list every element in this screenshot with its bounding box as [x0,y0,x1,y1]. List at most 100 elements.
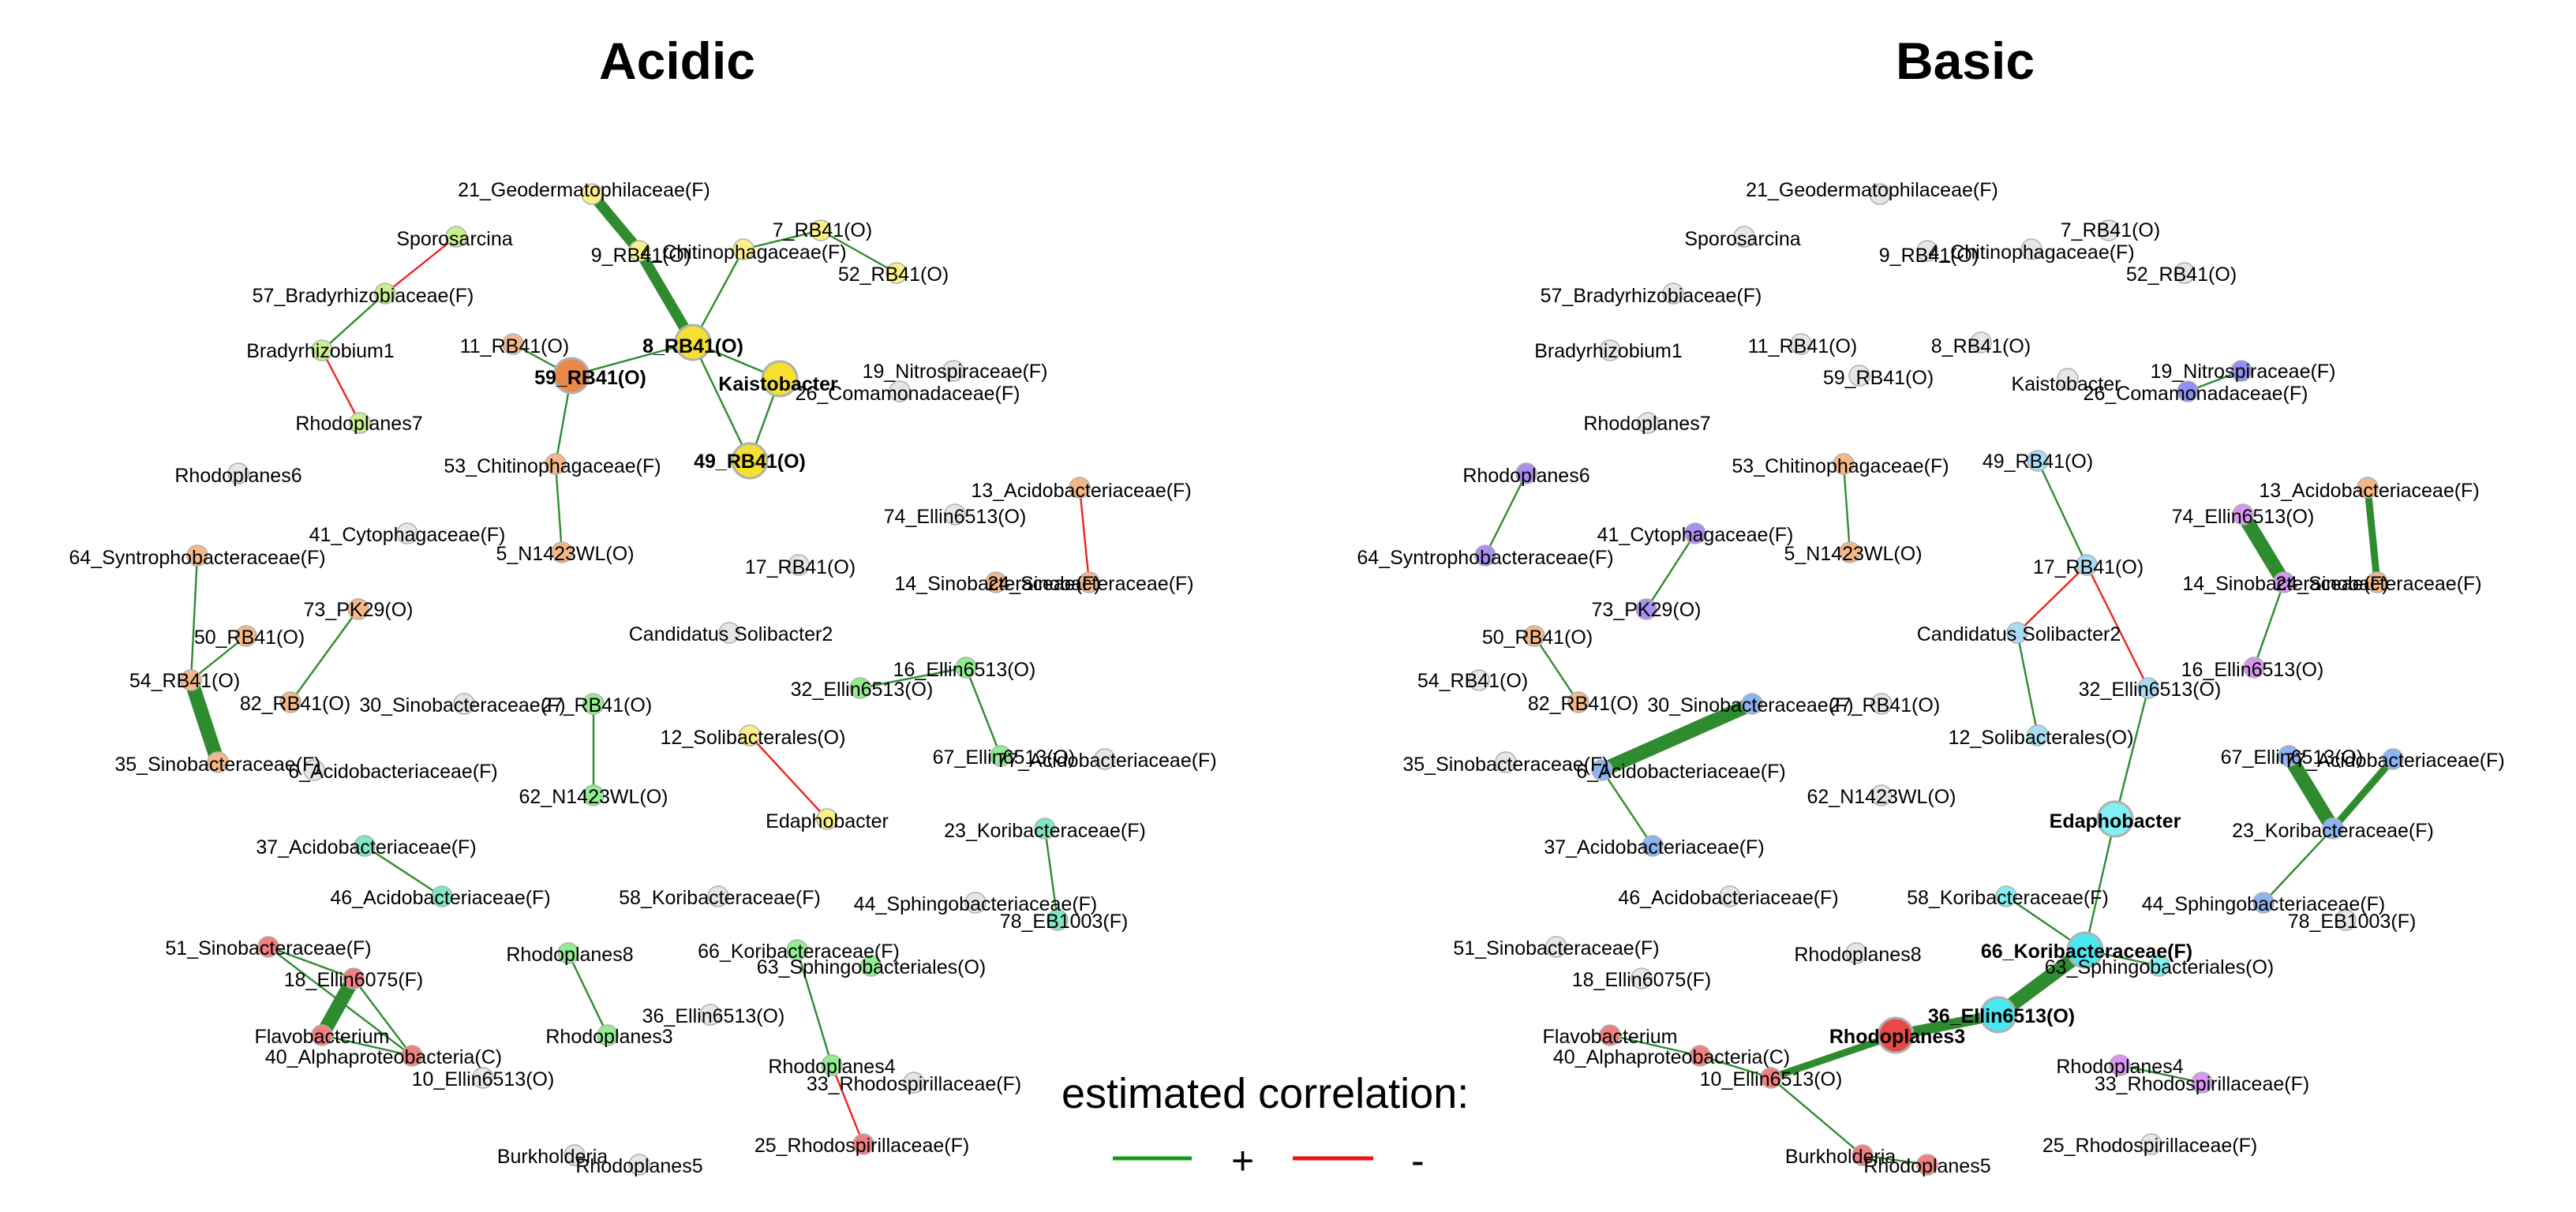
acidic-edge-n7-n52 [820,229,897,275]
acidic-edge-fla-n40 [321,1034,413,1057]
acidic-node-label-n59: 59_RB41(O) [534,367,646,389]
basic-node-label-bur: Burkholderia [1785,1146,1896,1168]
acidic-node-n64 [186,544,208,567]
acidic-node-label-n64: 64_Syntrophobacteraceae(F) [69,547,325,569]
acidic-node-rp6 [227,462,249,484]
acidic-node-label-n57: 57_Bradyrhizobiaceae(F) [253,285,474,307]
acidic-edge-n23-n78 [1043,828,1059,921]
basic-labels: 21_Geodermatophilaceae(F) Sporosarcina 7_R… [1357,179,2504,1177]
acidic-edge-n16-n67 [964,667,1002,757]
acidic-node-n16 [955,656,977,679]
acidic-node-label-n66: 66_Koribacteraceae(F) [698,941,900,963]
acidic-node-label-n36: 36_Ellin6513(O) [642,1005,785,1027]
basic-node-label-n25: 25_Rhodospirillaceae(F) [2042,1135,2257,1157]
acidic-node-n12 [739,724,761,746]
basic-node-label-rp6: Rhodoplanes6 [1462,465,1589,487]
acidic-node-n18 [343,967,365,989]
acidic-node-n7 [810,219,832,241]
basic-edge-n17-cs2 [2016,564,2087,634]
acidic-edge-n51-n40 [268,946,413,1057]
basic-node-label-n52: 52_RB41(O) [2126,264,2237,286]
acidic-node-bra [311,339,333,361]
acidic-node-n30 [453,693,475,715]
acidic-edge-n73-n82 [290,608,359,703]
basic-node-label-n74: 74_Ellin6513(O) [2172,506,2315,528]
basic-node-label-rp8: Rhodoplanes8 [1794,944,1921,966]
basic-node-n9 [1916,240,1938,262]
acidic-node-label-n7: 7_RB41(O) [773,219,872,241]
basic-node-label-rp4: Rhodoplanes4 [2056,1056,2183,1078]
acidic-node-label-n78: 78_EB1003(F) [1000,911,1129,933]
basic-node-label-rp3: Rhodoplanes3 [1829,1026,1965,1048]
basic-node-n8 [1970,331,1992,354]
basic-node-label-n37: 37_Acidobacteriaceae(F) [1544,836,1764,858]
acidic-edge-bra-rp7 [320,350,361,424]
acidic-edge-n50-n54 [190,635,247,681]
acidic-edge-n54-n35 [184,678,225,765]
acidic-node-n21 [581,183,603,205]
basic-node-label-n26: 26_Comamonadaceae(F) [2084,383,2308,405]
basic-node-n53 [1833,453,1855,475]
basic-edge-n30-n6 [1599,697,1755,777]
acidic-node-n62 [582,784,605,806]
basic-node-label-n23: 23_Koribacteraceae(F) [2232,820,2434,842]
acidic-node-n78 [1046,909,1069,931]
acidic-node-label-rp4: Rhodoplanes4 [768,1056,895,1078]
basic-node-label-n17: 17_RB41(O) [2033,556,2144,578]
acidic-node-label-rp7: Rhodoplanes7 [295,413,422,435]
acidic-node-label-n30: 30_Sinobacteraceae(F) [359,694,565,716]
basic-node-n26 [2177,380,2199,402]
acidic-node-rp3 [597,1024,619,1046]
basic-edge-n17-n32 [2085,564,2150,689]
acidic-edge-n8-n49 [691,342,751,462]
acidic-node-n35 [207,751,229,773]
acidic-node-label-n41: 41_Cytophagaceae(F) [309,524,506,546]
acidic-node-n46 [431,885,453,907]
basic-edge-rp3-n10 [1769,1031,1897,1082]
acidic-node-label-n21: 21_Geodermatophilaceae(F) [458,179,710,201]
acidic-node-label-n67: 67_Ellin6513(O) [933,746,1076,769]
acidic-node-n50 [235,625,257,647]
acidic-node-label-cs2: Candidatus Solibacter2 [629,623,833,645]
basic-node-kai [2057,368,2079,390]
basic-edge-n23-n44 [2263,828,2334,903]
acidic-node-n11 [502,333,524,355]
acidic-node-cs2 [718,622,740,644]
acidic-node-label-n17: 17_RB41(O) [745,556,856,578]
acidic-node-n67 [990,745,1012,767]
acidic-node-label-n8: 8_RB41(O) [642,335,743,357]
basic-title: Basic [1896,32,2035,90]
acidic-node-label-n4: 4_Chitinophagaceae(F) [640,241,846,264]
acidic-node-n63 [860,955,882,977]
acidic-edges [184,190,1091,1145]
acidic-node-label-n16: 16_Ellin6513(O) [893,659,1036,681]
basic-edge-n77-n23 [2330,757,2396,831]
basic-node-n17 [2076,554,2098,576]
acidic-node-rp8 [557,942,579,964]
acidic-node-label-n32: 32_Ellin6513(O) [791,679,934,701]
basic-node-label-n58: 58_Koribacteraceae(F) [1907,887,2109,909]
acidic-edge-n51-n18 [268,945,354,980]
acidic-node-label-n33: 33_Rhodospirillaceae(F) [807,1073,1021,1095]
basic-node-label-n16: 16_Ellin6513(O) [2181,659,2324,681]
basic-node-label-n18: 18_Ellin6075(F) [1572,969,1712,991]
acidic-node-kai [761,360,799,398]
basic-node-n37 [1642,835,1664,857]
acidic-edge-n18-n40 [353,978,413,1057]
acidic-node-n10 [472,1067,494,1089]
acidic-node-label-n62: 62_N1423WL(O) [519,786,668,808]
basic-node-label-n32: 32_Ellin6513(O) [2079,679,2222,701]
basic-edge-eda-n66 [2084,818,2117,951]
acidic-edge-n13-n24 [1078,487,1091,583]
legend-title: estimated correlation: [1061,1070,1469,1117]
basic-node-label-spo: Sporosarcina [1684,228,1800,250]
acidic-node-label-rp5: Rhodoplanes5 [575,1155,702,1177]
basic-node-n10 [1760,1067,1782,1089]
basic-node-n51 [1545,936,1567,958]
basic-node-rp5 [1916,1154,1938,1176]
basic-node-fla [1599,1024,1621,1046]
acidic-title: Acidic [599,32,755,90]
acidic-node-n36 [699,1004,721,1026]
acidic-node-label-eda: Edaphobacter [766,810,889,832]
basic-edge-n49-n17 [2036,460,2088,566]
